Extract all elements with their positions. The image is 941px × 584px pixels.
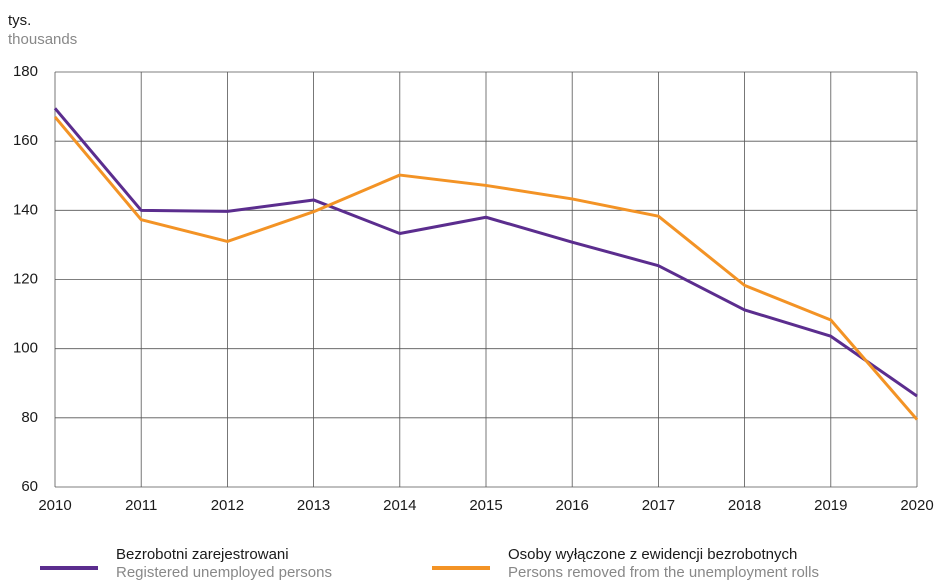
y-tick-label: 80	[21, 409, 38, 426]
x-tick-label: 2017	[642, 497, 675, 514]
y-tick-label: 140	[13, 201, 38, 218]
legend-label: Bezrobotni zarejestrowani	[116, 546, 289, 563]
x-tick-label: 2012	[211, 497, 244, 514]
x-tick-label: 2016	[556, 497, 589, 514]
x-tick-label: 2011	[125, 497, 157, 514]
legend-label: Osoby wyłączone z ewidencji bezrobotnych	[508, 546, 797, 563]
series-line	[53, 107, 918, 398]
y-tick-label: 60	[21, 478, 38, 495]
x-tick-label: 2018	[728, 497, 761, 514]
y-tick-label: 160	[13, 132, 38, 149]
y-tick-label: 100	[13, 340, 38, 357]
legend-label-en: Registered unemployed persons	[116, 564, 332, 581]
y-unit-en: thousands	[8, 31, 77, 48]
x-tick-label: 2010	[38, 497, 71, 514]
y-unit: tys.	[8, 12, 31, 29]
legend-label-en: Persons removed from the unemployment ro…	[508, 564, 819, 581]
x-tick-label: 2020	[900, 497, 933, 514]
series-line	[53, 115, 919, 421]
x-tick-label: 2014	[383, 497, 416, 514]
x-tick-label: 2013	[297, 497, 330, 514]
y-tick-label: 180	[13, 63, 38, 80]
x-tick-label: 2015	[469, 497, 502, 514]
y-tick-label: 120	[13, 270, 38, 287]
x-tick-label: 2019	[814, 497, 847, 514]
